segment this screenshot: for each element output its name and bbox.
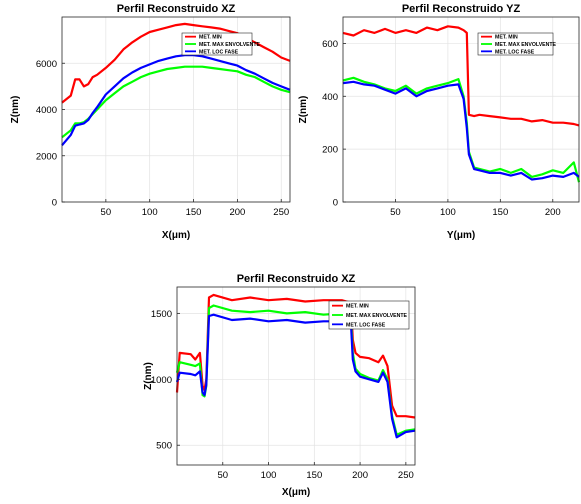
- y-tick-label: 6000: [36, 59, 57, 70]
- x-axis-label: Y(μm): [447, 230, 475, 241]
- x-tick-label: 250: [398, 470, 414, 481]
- legend-label-2: MET. MAX ENVOLVENTE: [199, 42, 261, 48]
- legend-label-2: MET. MAX ENVOLVENTE: [346, 313, 408, 319]
- legend: MET. MIN MET. MAX ENVOLVENTE MET. LOC FASE: [328, 300, 410, 330]
- legend-box: [477, 32, 554, 56]
- y-tick-label: 1500: [151, 309, 172, 320]
- x-tick-label: 50: [101, 207, 112, 218]
- series-line-3: [61, 54, 291, 147]
- chart-title: Perfil Reconstruido XZ: [117, 3, 236, 15]
- chart-xz-bottom: 50 100 150 200 250 500 1000 1500 Perfil Reconstr…: [143, 273, 416, 498]
- series-line-3: [342, 80, 580, 181]
- series-line-1: [342, 25, 580, 127]
- x-tick-label: 100: [440, 207, 456, 218]
- y-axis-label: Z(nm): [10, 96, 21, 124]
- y-tick-label: 200: [322, 145, 338, 156]
- legend-label-1: MET. MIN: [199, 35, 222, 41]
- y-tick-label: 400: [322, 92, 338, 103]
- chart-panel-xz-bottom: 50 100 150 200 250 500 1000 1500 Perfil Reconstr…: [140, 262, 440, 504]
- y-tick-label: 2000: [36, 151, 57, 162]
- chart-title: Perfil Reconstruido XZ: [237, 273, 356, 285]
- x-axis-label: X(μm): [282, 487, 310, 498]
- y-tick-label: 1000: [151, 375, 172, 386]
- chart-xz-top: 50 100 150 200 250 0 2000 4000 6000 Perfil Recons…: [10, 3, 291, 241]
- legend-label-3: MET. LOC FASE: [346, 322, 386, 328]
- chart-panel-yz: 50 100 150 200 0 200 400 600 Perfil Reconstruido…: [290, 0, 581, 262]
- legend-label-2: MET. MAX ENVOLVENTE: [495, 42, 557, 48]
- chart-yz: 50 100 150 200 0 200 400 600 Perfil Reconstruido…: [298, 3, 581, 241]
- axes-frame: [176, 286, 416, 466]
- x-axis-label: X(μm): [162, 230, 190, 241]
- y-tick-label: 0: [52, 198, 57, 209]
- legend-label-3: MET. LOC FASE: [495, 49, 535, 55]
- series-line-3: [175, 313, 416, 439]
- legend-label-1: MET. MIN: [346, 304, 369, 310]
- legend-label-1: MET. MIN: [495, 35, 518, 41]
- y-tick-label: 4000: [36, 105, 57, 116]
- x-tick-label: 150: [306, 470, 322, 481]
- chart-panel-xz-top: 50 100 150 200 250 0 2000 4000 6000 Perfil Recons…: [0, 0, 291, 262]
- y-tick-label: 600: [322, 39, 338, 50]
- legend-label-3: MET. LOC FASE: [199, 49, 239, 55]
- x-tick-label: 150: [492, 207, 508, 218]
- y-axis-label: Z(nm): [298, 96, 309, 124]
- y-tick-label: 0: [333, 198, 338, 209]
- x-tick-label: 250: [273, 207, 289, 218]
- x-tick-label: 100: [261, 470, 277, 481]
- axes-frame: [342, 16, 580, 203]
- x-tick-label: 50: [217, 470, 228, 481]
- x-tick-label: 150: [186, 207, 202, 218]
- x-tick-label: 50: [390, 207, 401, 218]
- y-tick-label: 500: [156, 441, 172, 452]
- legend-box: [181, 32, 253, 56]
- x-tick-label: 200: [545, 207, 561, 218]
- x-tick-label: 100: [142, 207, 158, 218]
- x-tick-label: 200: [352, 470, 368, 481]
- chart-title: Perfil Reconstruido YZ: [402, 3, 521, 15]
- y-axis-label: Z(nm): [143, 362, 154, 390]
- x-tick-label: 200: [229, 207, 245, 218]
